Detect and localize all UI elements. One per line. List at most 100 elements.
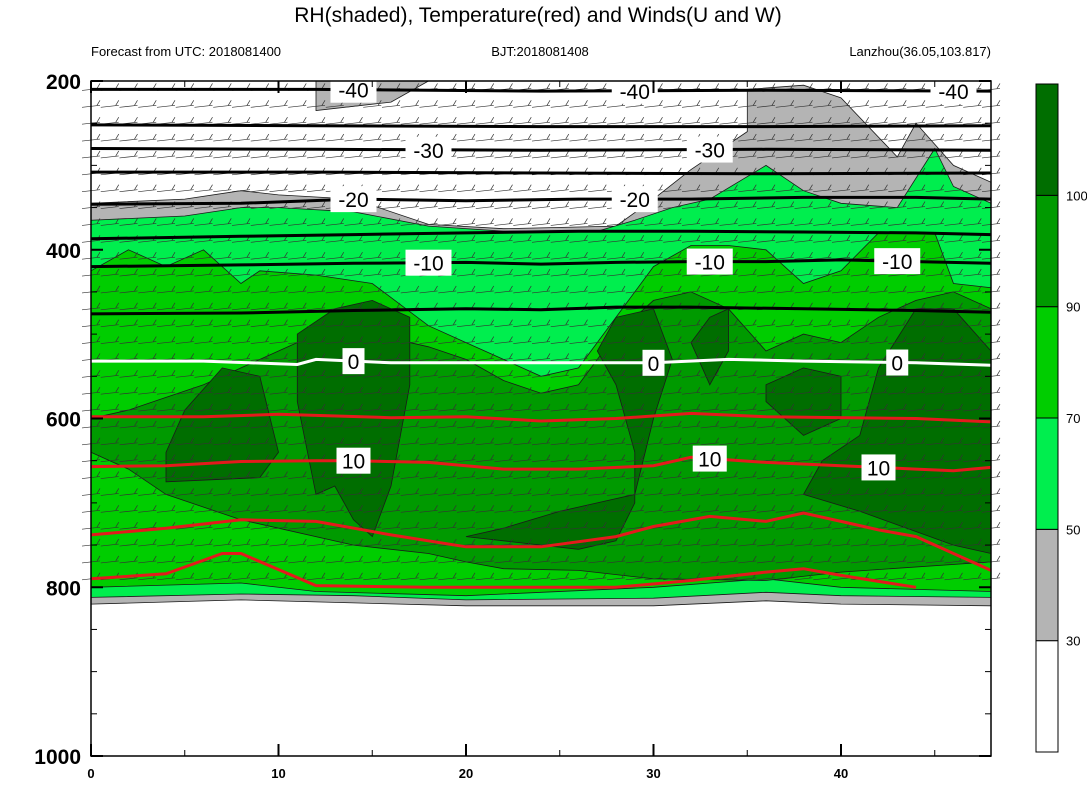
wind-barb-flag	[752, 420, 757, 427]
wind-barb-flag	[209, 471, 213, 477]
wind-barb-flag	[996, 370, 1001, 376]
wind-barb-flag	[677, 572, 682, 578]
wind-barb	[325, 425, 344, 429]
wind-barb	[869, 358, 888, 361]
wind-barb-flag	[659, 319, 663, 325]
wind-barb-flag	[452, 336, 457, 342]
wind-barb	[306, 374, 326, 378]
wind-barb-flag	[865, 133, 870, 140]
wind-barb	[494, 526, 513, 530]
wind-barb-flag	[321, 201, 326, 207]
wind-barb	[963, 104, 982, 108]
wind-barb	[175, 526, 194, 530]
wind-barb	[756, 104, 776, 108]
wind-barb-flag	[134, 83, 138, 89]
wind-barb-flag	[977, 235, 982, 241]
wind-barb	[588, 121, 607, 125]
wind-barb-flag	[659, 268, 663, 275]
wind-barb	[569, 155, 588, 159]
wind-barb-flag	[771, 505, 776, 511]
wind-barb	[381, 391, 401, 395]
wind-barb	[475, 560, 494, 564]
wind-barb-flag	[284, 522, 288, 528]
wind-barb	[569, 493, 588, 496]
wind-barb	[794, 374, 813, 378]
wind-barb-flag	[734, 184, 738, 190]
wind-barb	[269, 121, 288, 125]
wind-barb	[831, 223, 851, 226]
wind-barb	[100, 509, 119, 513]
wind-barb-flag	[302, 218, 307, 224]
wind-barb	[138, 476, 157, 479]
wind-barb	[831, 104, 851, 108]
wind-barb	[756, 121, 776, 125]
wind-barb-flag	[265, 522, 270, 528]
wind-barb-flag	[809, 100, 813, 106]
wind-barb	[250, 577, 269, 581]
wind-barb	[588, 509, 607, 513]
wind-barb	[400, 526, 419, 530]
wind-barb-flag	[509, 285, 513, 292]
wind-barb	[756, 206, 776, 209]
wind-barb	[231, 425, 251, 429]
wind-barb	[963, 324, 982, 328]
wind-barb-flag	[434, 218, 438, 224]
wind-barb-flag	[434, 555, 438, 562]
wind-barb	[906, 341, 926, 344]
wind-barb	[250, 324, 269, 328]
wind-barb	[381, 442, 401, 446]
wind-barb	[325, 442, 344, 446]
wind-barb-flag	[490, 454, 495, 460]
wind-barb	[550, 459, 569, 463]
wind-barb-flag	[996, 488, 1001, 494]
wind-barb-flag	[302, 420, 307, 427]
wind-barb-flag	[659, 437, 663, 443]
wind-barb	[850, 155, 869, 159]
wind-barb-flag	[377, 437, 382, 443]
wind-barb-flag	[171, 353, 176, 359]
wind-barb	[306, 577, 326, 581]
wind-barb	[719, 526, 738, 530]
rh-region-gt100-7	[465, 308, 673, 550]
wind-barb-flag	[359, 302, 363, 308]
wind-barb-flag	[396, 387, 401, 393]
wind-barb	[644, 577, 663, 581]
wind-barb-flag	[115, 555, 120, 562]
wind-barb	[456, 374, 476, 378]
wind-barb-flag	[996, 235, 1001, 241]
wind-barb-flag	[640, 420, 645, 427]
wind-barb	[644, 408, 663, 412]
wind-barb-flag	[546, 471, 551, 477]
wind-barb	[906, 391, 926, 395]
wind-barb	[756, 239, 776, 243]
wind-barb	[738, 408, 757, 412]
wind-barb-flag	[227, 471, 232, 477]
wind-barb	[794, 391, 813, 395]
wind-barb	[681, 391, 701, 395]
wind-barb-flag	[340, 133, 345, 140]
wind-barb-flag	[321, 420, 326, 427]
wind-barb-flag	[509, 505, 513, 511]
wind-barb	[250, 442, 269, 446]
wind-barb	[906, 223, 926, 226]
wind-barb-flag	[902, 218, 907, 224]
wind-barb-flag	[284, 403, 288, 410]
wind-barb	[869, 374, 888, 378]
wind-barb-flag	[509, 522, 513, 528]
wind-barb	[475, 459, 494, 463]
wind-barb	[513, 290, 532, 294]
wind-barb	[813, 324, 832, 328]
wind-barb-flag	[190, 133, 195, 140]
wind-barb	[850, 560, 869, 564]
wind-barb	[456, 341, 476, 344]
wind-barb-flag	[471, 420, 476, 427]
wind-barb	[738, 290, 757, 294]
wind-barb	[456, 526, 476, 530]
wind-barb-flag	[471, 268, 476, 275]
wind-barb	[888, 425, 907, 429]
wind-barb	[231, 374, 251, 378]
wind-barb	[944, 307, 963, 311]
wind-barb-flag	[209, 319, 213, 325]
wind-barb	[494, 104, 513, 108]
wind-barb-flag	[884, 235, 888, 241]
